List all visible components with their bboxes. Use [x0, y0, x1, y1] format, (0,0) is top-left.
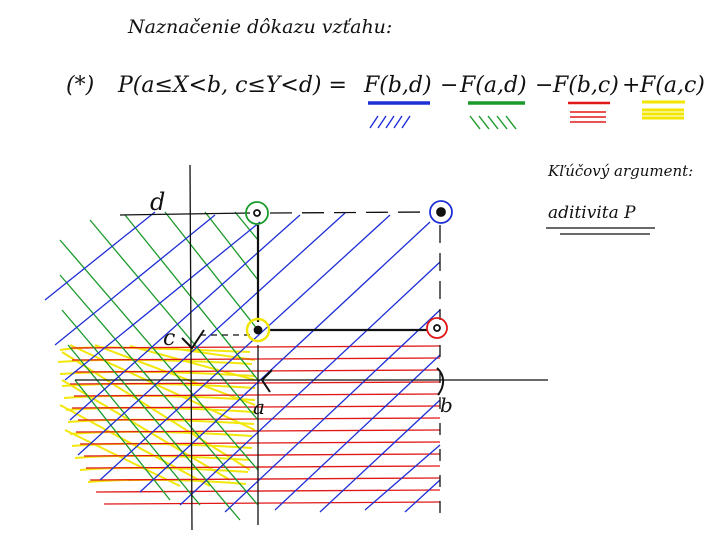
title: Naznačenie dôkazu vzťahu:	[127, 16, 392, 38]
note-line-1: Kľúčový argument:	[547, 162, 693, 180]
op-minus-2: −	[535, 73, 553, 98]
key-note: Kľúčový argument: aditivita P	[546, 162, 693, 235]
term-ac: F(a,c)	[639, 73, 705, 98]
legend-hatches	[369, 108, 684, 130]
diagram: d c a b	[44, 164, 548, 531]
label-b: b	[440, 393, 453, 417]
term-underlines	[368, 100, 685, 105]
label-c: c	[163, 326, 175, 351]
formula-lhs: P(a≤X<b, c≤Y<d) =	[117, 73, 347, 98]
marker-a-d	[245, 201, 269, 225]
op-plus: +	[622, 73, 640, 98]
marker-b-d	[429, 200, 453, 224]
formula-number: (*)	[66, 73, 94, 98]
term-bc: F(b,c)	[552, 73, 619, 98]
rectangle-guides	[119, 211, 441, 525]
interval-brackets	[181, 329, 445, 396]
blue-hatch-lines	[44, 211, 441, 513]
formula: (*) P(a≤X<b, c≤Y<d) = F(b,d) − F(a,d) − …	[66, 73, 705, 130]
op-minus-1: −	[440, 73, 458, 98]
label-a: a	[253, 395, 265, 419]
note-line-2: aditivita P	[548, 203, 636, 223]
term-ad: F(a,d)	[459, 73, 527, 98]
marker-a-c	[245, 317, 271, 343]
label-d: d	[150, 188, 165, 216]
green-hatch-lines	[59, 211, 259, 521]
term-bd: F(b,d)	[363, 73, 432, 98]
corner-markers	[245, 200, 453, 343]
marker-b-c	[426, 317, 448, 339]
